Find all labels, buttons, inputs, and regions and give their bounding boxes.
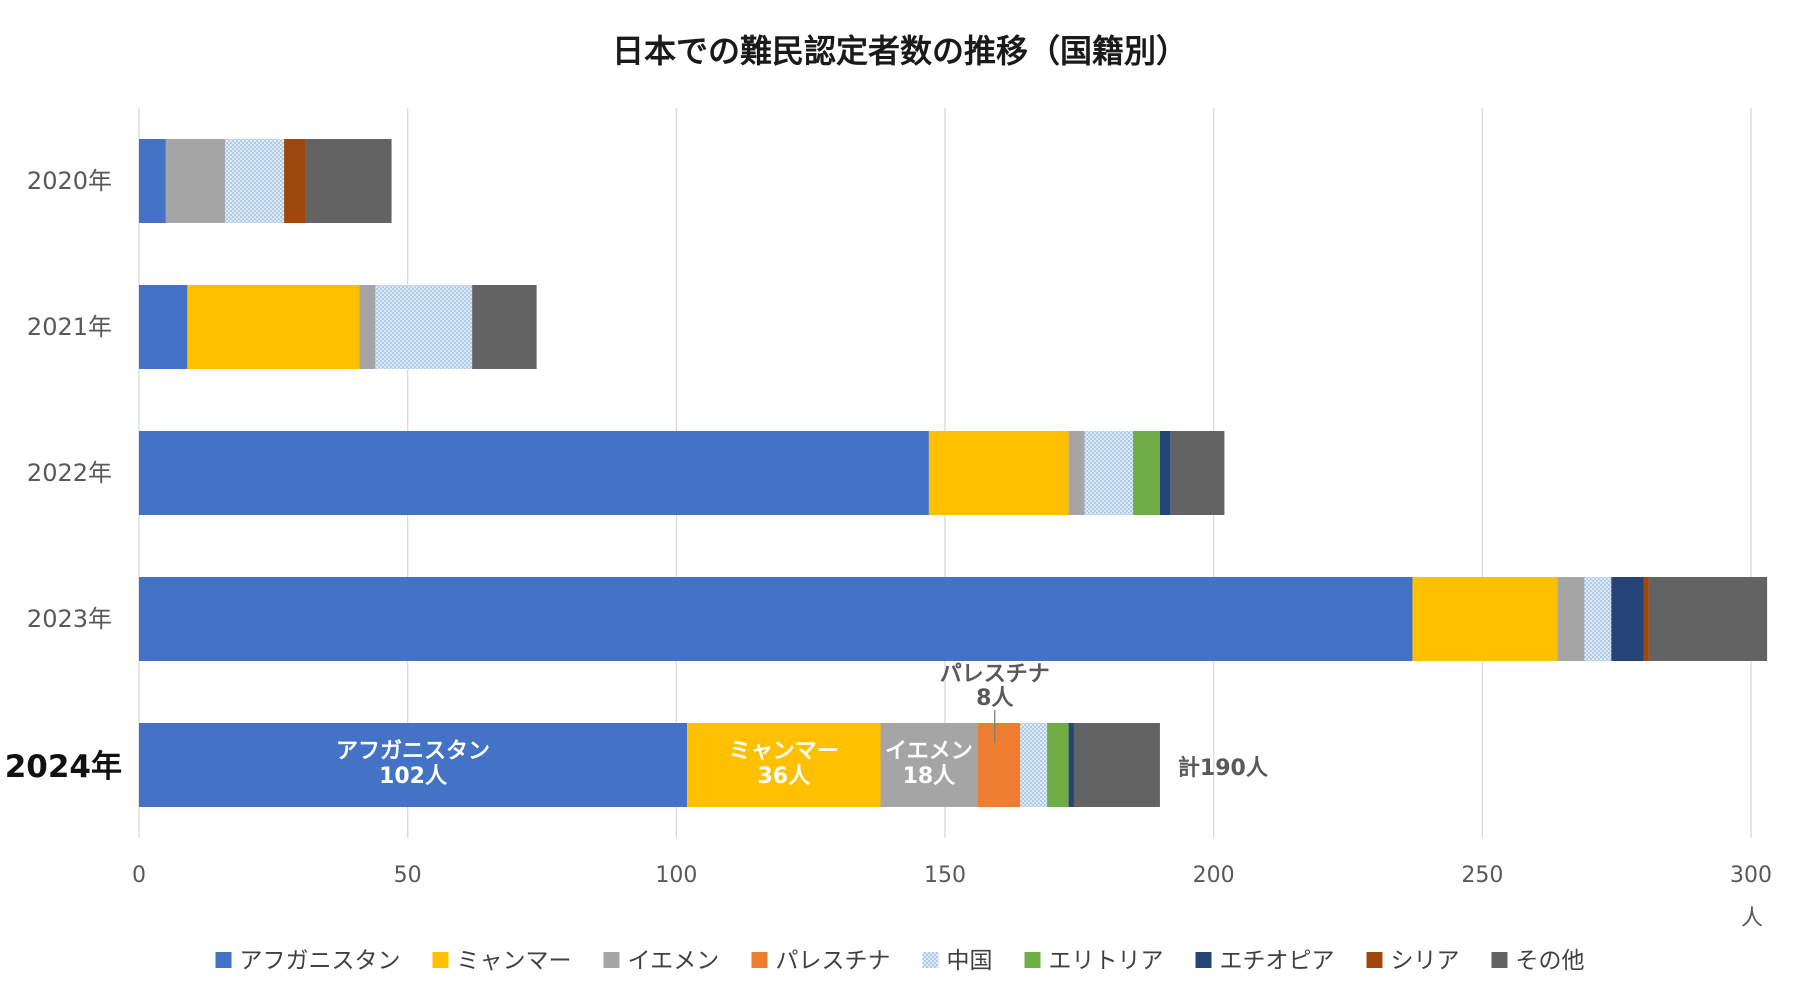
x-tick-label: 100 [655,863,697,888]
data-label: パレスチナ [940,662,1050,687]
legend-item: イエメン [603,948,720,974]
legend-swatch [751,952,768,968]
legend-swatch [1366,952,1383,968]
bar-segment [1047,723,1069,807]
legend-label: ミャンマー [457,948,572,974]
data-label: イエメン [885,739,973,764]
bar-segment [305,139,392,223]
legend: アフガニスタン ミャンマー イエメン パレスチナ 中国 エリトリア エチオピア シリア その他 [215,948,1585,974]
legend-label: シリア [1391,948,1460,974]
x-tick-label: 300 [1730,863,1772,888]
bar-segment [1170,431,1225,515]
data-label: ミャンマー [729,739,839,764]
legend-item: アフガニスタン [215,948,401,974]
bar-segment [1643,577,1649,661]
bar-segment [880,723,978,807]
bar-segment [139,431,929,515]
total-label: 計190人 [1178,755,1268,781]
x-axis-labels: 0 50 100 150 200 250 300 [132,863,1772,888]
bar-segment [1068,431,1085,515]
x-tick-label: 150 [924,863,966,888]
legend-item: その他 [1491,948,1585,974]
y-tick-label: 2020年 [27,167,112,195]
legend-label: エチオピア [1220,948,1335,974]
x-tick-label: 200 [1193,863,1235,888]
bar-segment [1073,723,1160,807]
bar-segment [1133,431,1160,515]
bar-segment [472,285,537,369]
bar-segment [359,285,376,369]
bar-segment [1584,577,1612,661]
bar-segment [284,139,306,223]
legend-item: ミャンマー [432,948,572,974]
bar-segment [1020,723,1048,807]
legend-label: エリトリア [1049,948,1164,974]
legend-item: エチオピア [1195,948,1335,974]
data-label: アフガニスタン [336,739,490,764]
bar-segment [1648,577,1768,661]
data-label: 8人 [976,686,1013,711]
bars [139,139,1768,807]
y-tick-label: 2022年 [27,459,112,487]
bar-segment [1412,577,1558,661]
bar-segment [224,139,285,223]
legend-label: アフガニスタン [240,948,401,974]
legend-label: パレスチナ [776,948,891,974]
legend-label: 中国 [947,948,993,974]
bar-segment [187,285,360,369]
y-tick-label: 2024年 [5,749,122,785]
chart-title: 日本での難民認定者数の推移（国籍別） [612,32,1188,70]
legend-label: その他 [1516,948,1585,974]
bar-segment [1557,577,1585,661]
y-tick-label: 2023年 [27,605,112,633]
bar-segment [139,723,688,807]
legend-item: パレスチナ [751,948,891,974]
bar-segment [1159,431,1171,515]
x-tick-label: 250 [1461,863,1503,888]
legend-item: エリトリア [1024,948,1164,974]
legend-swatch [1024,952,1041,968]
legend-swatch [603,952,620,968]
bar-segment [139,577,1413,661]
legend-label: イエメン [628,948,720,974]
x-tick-label: 50 [394,863,422,888]
legend-swatch [432,952,449,968]
legend-swatch [215,952,232,968]
bar-segment [928,431,1069,515]
legend-swatch [922,952,939,968]
legend-item: 中国 [922,948,993,974]
legend-swatch [1195,952,1212,968]
legend-swatch [1491,952,1508,968]
x-tick-label: 0 [132,863,146,888]
bar-segment [1611,577,1644,661]
y-tick-label: 2021年 [27,313,112,341]
bar-segment [139,285,188,369]
bar-segment [977,723,1021,807]
bar-segment [1084,431,1134,515]
bar-segment [165,139,225,223]
bar-segment [375,285,473,369]
x-axis-unit: 人 [1741,906,1763,931]
data-label: 36人 [757,764,810,789]
data-label: 102人 [379,764,447,789]
legend-item: シリア [1366,948,1460,974]
data-label: 18人 [903,764,956,789]
y-axis-labels: 2020年 2021年 2022年 2023年 2024年 [5,167,122,785]
bar-segment [1068,723,1074,807]
bar-segment [139,139,166,223]
bar-segment [687,723,881,807]
